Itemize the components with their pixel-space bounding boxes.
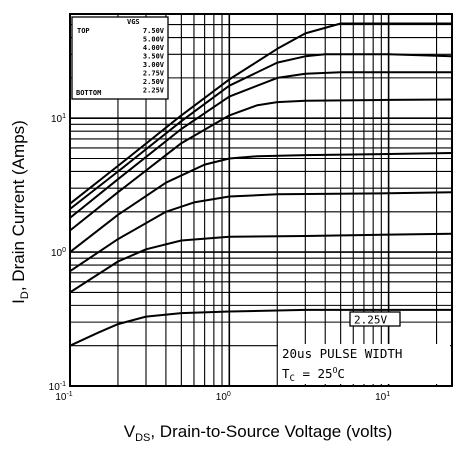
y-axis-title-sub: D bbox=[19, 291, 31, 299]
y-tick-label: 101 bbox=[51, 113, 66, 125]
series-line-4.00V bbox=[69, 71, 452, 219]
legend-entry: 2.25V bbox=[143, 87, 165, 95]
y-tick-label: 100 bbox=[51, 247, 66, 259]
legend-entry: 4.00V bbox=[143, 44, 165, 52]
annotation-line2-end: C bbox=[337, 366, 345, 381]
legend: TOP VGS BOTTOM 7.50V5.00V4.00V3.50V3.00V… bbox=[71, 16, 169, 100]
series-line-2.75V bbox=[69, 191, 453, 273]
annotation-line2-sup: O bbox=[333, 366, 338, 375]
annotation-line1: 20us PULSE WIDTH bbox=[282, 346, 402, 361]
series-line-3.00V bbox=[69, 152, 453, 253]
annotation-line2-main: T bbox=[282, 366, 290, 381]
annotation-group: 20us PULSE WIDTH TC = 25OC bbox=[278, 344, 450, 384]
legend-entry: 2.75V bbox=[143, 70, 165, 78]
legend-top-label: TOP bbox=[77, 27, 90, 35]
series-line-7.50V bbox=[69, 22, 452, 205]
legend-bottom-label: BOTTOM bbox=[76, 89, 101, 97]
annotation-line2-sub: C bbox=[290, 374, 295, 384]
legend-entry: 2.50V bbox=[143, 78, 165, 86]
legend-entry: 5.00V bbox=[143, 36, 165, 44]
series-line-5.00V bbox=[69, 53, 453, 210]
curve-label-group: 2.25V bbox=[349, 311, 401, 327]
x-tick-label: 100 bbox=[216, 391, 231, 403]
legend-box bbox=[71, 16, 169, 100]
legend-header: VGS bbox=[127, 18, 140, 26]
y-axis-title-rest: , Drain Current (Amps) bbox=[9, 120, 28, 291]
series-line-2.50V bbox=[69, 232, 453, 294]
series-line-3.50V bbox=[69, 98, 453, 232]
x-axis-title-rest: , Drain-to-Source Voltage (volts) bbox=[150, 422, 392, 441]
annotation-line2-rest: = 25 bbox=[295, 366, 333, 381]
x-axis-title-main: V bbox=[124, 422, 136, 441]
x-axis-title-sub: DS bbox=[135, 432, 150, 444]
curve-label: 2.25V bbox=[354, 314, 387, 327]
x-tick-label: 101 bbox=[375, 391, 390, 403]
y-axis-title: ID, Drain Current (Amps) bbox=[9, 120, 31, 304]
series-line-2.25V bbox=[69, 308, 452, 347]
annotation-line2: TC = 25OC bbox=[282, 366, 345, 384]
legend-entry: 3.50V bbox=[143, 53, 165, 61]
tick-label-layer: 10-1 100 101 10-1 100 101 bbox=[49, 113, 391, 403]
curve-label-box bbox=[349, 311, 401, 327]
legend-entry: 3.00V bbox=[143, 61, 165, 69]
curve-layer bbox=[69, 22, 453, 347]
plot-frame bbox=[69, 13, 453, 387]
legend-entry: 7.50V bbox=[143, 27, 165, 35]
y-tick-label: 10-1 bbox=[49, 381, 66, 393]
annotation-box bbox=[278, 344, 450, 384]
y-axis-title-main: I bbox=[9, 299, 28, 304]
x-axis-title: VDS, Drain-to-Source Voltage (volts) bbox=[124, 422, 393, 444]
x-tick-label: 10-1 bbox=[55, 391, 72, 403]
